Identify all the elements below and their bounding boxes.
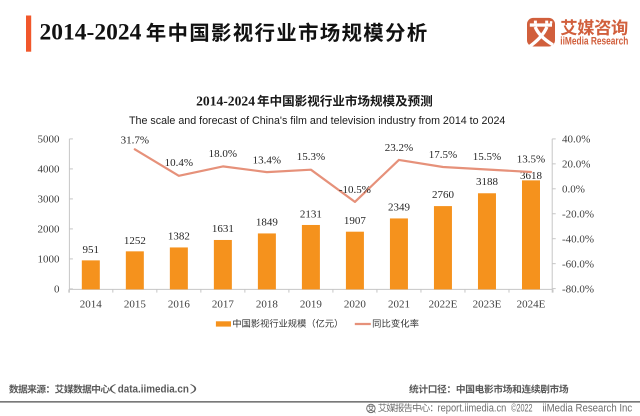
svg-text:data.iimedia.cn: data.iimedia.cn xyxy=(118,384,189,396)
svg-text:1382: 1382 xyxy=(168,231,190,243)
svg-text:iiMedia Research Inc: iiMedia Research Inc xyxy=(542,402,632,414)
svg-text:20.0%: 20.0% xyxy=(562,159,590,171)
svg-text:2018: 2018 xyxy=(256,298,279,310)
svg-text:2014-2024: 2014-2024 xyxy=(196,93,255,108)
svg-text:2022E: 2022E xyxy=(429,298,458,310)
svg-text:1849: 1849 xyxy=(256,217,279,229)
svg-text:-20.0%: -20.0% xyxy=(562,209,594,221)
svg-text:40.0%: 40.0% xyxy=(562,134,590,146)
svg-text:2024E: 2024E xyxy=(517,298,546,310)
svg-text:-80.0%: -80.0% xyxy=(562,283,594,295)
svg-text:-10.5%: -10.5% xyxy=(339,184,371,196)
svg-text:The scale and forecast of Chin: The scale and forecast of China's film a… xyxy=(129,115,505,127)
svg-text:iiMedia Research: iiMedia Research xyxy=(560,36,628,48)
svg-text:15.3%: 15.3% xyxy=(297,151,325,163)
svg-text:-40.0%: -40.0% xyxy=(562,234,594,246)
svg-text:2000: 2000 xyxy=(38,224,61,236)
svg-text:2131: 2131 xyxy=(300,209,322,221)
svg-text:1252: 1252 xyxy=(124,235,146,247)
svg-text:23.2%: 23.2% xyxy=(385,142,413,154)
svg-text:2014: 2014 xyxy=(80,298,103,310)
svg-text:2019: 2019 xyxy=(300,298,323,310)
svg-text:2023E: 2023E xyxy=(473,298,502,310)
svg-text:0: 0 xyxy=(54,284,60,296)
svg-text:18.0%: 18.0% xyxy=(209,148,237,160)
svg-text:3618: 3618 xyxy=(520,170,543,182)
svg-text:951: 951 xyxy=(83,244,100,256)
svg-text:3000: 3000 xyxy=(38,194,61,206)
svg-text:1907: 1907 xyxy=(344,215,367,227)
svg-text:2015: 2015 xyxy=(124,298,147,310)
svg-text:4000: 4000 xyxy=(38,164,61,176)
svg-text:3188: 3188 xyxy=(476,176,499,188)
svg-text:2016: 2016 xyxy=(168,298,191,310)
svg-text:13.4%: 13.4% xyxy=(253,155,281,167)
svg-text:10.4%: 10.4% xyxy=(165,157,193,169)
svg-text:2021: 2021 xyxy=(388,298,410,310)
svg-text:2760: 2760 xyxy=(432,189,455,201)
svg-text:0.0%: 0.0% xyxy=(562,184,585,196)
svg-text:2349: 2349 xyxy=(388,202,411,214)
svg-text:©2022: ©2022 xyxy=(511,402,532,414)
svg-text:5000: 5000 xyxy=(38,134,61,146)
svg-text:17.5%: 17.5% xyxy=(429,149,457,161)
svg-text:report.iimedia.cn: report.iimedia.cn xyxy=(438,402,507,414)
svg-text:2020: 2020 xyxy=(344,298,367,310)
svg-text:1631: 1631 xyxy=(212,223,234,235)
svg-text:-60.0%: -60.0% xyxy=(562,258,594,270)
svg-text:13.5%: 13.5% xyxy=(517,154,545,166)
svg-text:2014-2024: 2014-2024 xyxy=(40,19,142,45)
svg-text:15.5%: 15.5% xyxy=(473,151,501,163)
svg-text:31.7%: 31.7% xyxy=(121,135,149,147)
svg-text:2017: 2017 xyxy=(212,298,235,310)
svg-text:1000: 1000 xyxy=(38,254,61,266)
